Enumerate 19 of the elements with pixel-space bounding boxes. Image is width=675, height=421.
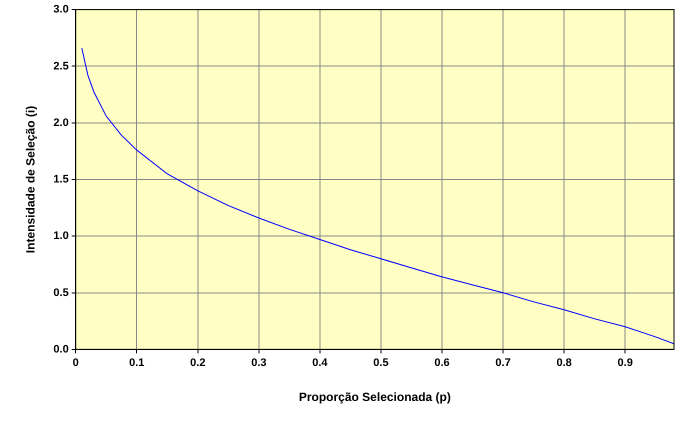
- x-tick-label: 0.6: [434, 357, 450, 370]
- y-tick-label: 2.0: [53, 116, 69, 129]
- x-tick-label: 0.1: [129, 357, 144, 370]
- x-axis-title: Proporção Selecionada (p): [298, 390, 451, 404]
- x-tick-label: 0.8: [556, 357, 572, 370]
- x-tick-label: 0.9: [618, 357, 633, 370]
- y-tick-label: 1.5: [53, 174, 69, 186]
- x-tick-label: 0: [72, 357, 79, 370]
- y-tick-label: 2.5: [53, 60, 69, 72]
- x-tick-label: 0.7: [495, 357, 511, 370]
- y-axis-title: Intensidade de Seleção (i): [24, 106, 38, 254]
- y-tick-label: 1.0: [53, 230, 69, 242]
- x-tick-label: 0.2: [190, 357, 206, 370]
- x-tick-label: 0.3: [251, 357, 266, 370]
- x-tick-label: 0.4: [312, 357, 328, 370]
- y-tick-label: 3.0: [53, 4, 69, 16]
- y-tick-label: 0.5: [53, 286, 69, 299]
- x-tick-label: 0.5: [373, 357, 389, 370]
- y-tick-label: 0.0: [53, 343, 69, 356]
